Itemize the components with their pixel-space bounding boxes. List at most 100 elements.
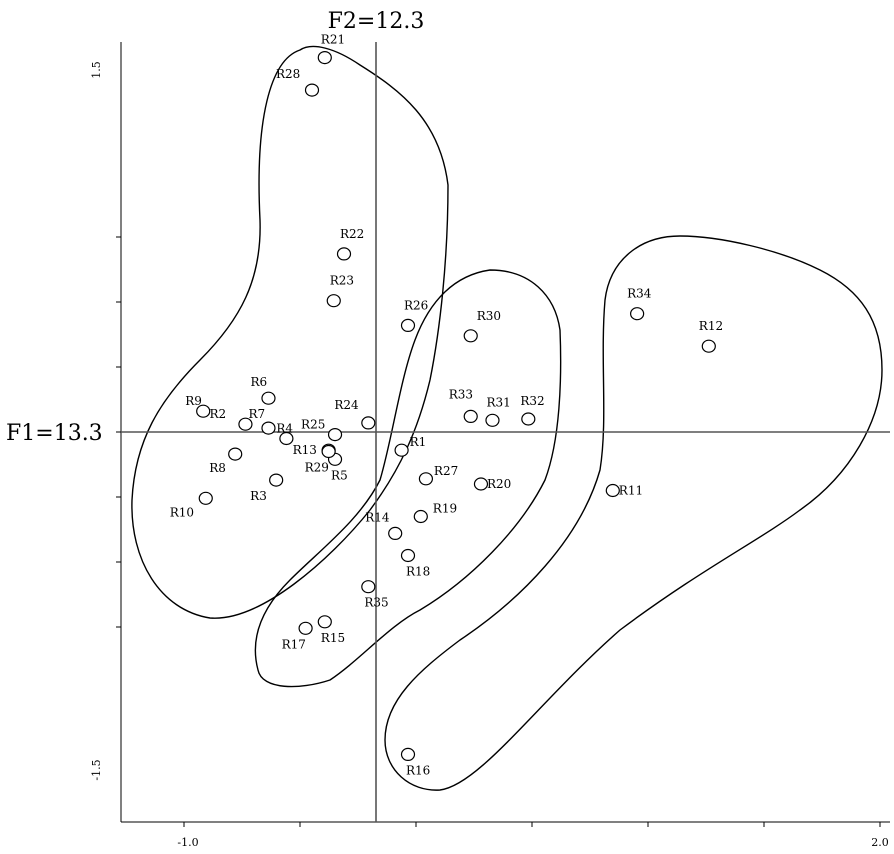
point-marker — [198, 491, 213, 505]
point-label: R29 — [305, 461, 329, 475]
point-marker — [336, 247, 352, 261]
point-marker — [327, 428, 343, 442]
point-label: R25 — [301, 418, 325, 432]
points-layer: R1 R2 R3 R4 R5 R6 R7 R8 R9 R10 R11 R12 R13 R14 R15 R16 R… — [170, 33, 723, 778]
data-point-r14: R14 — [365, 510, 403, 541]
data-point-r28: R28 — [276, 67, 320, 97]
data-point-r4: R4 — [276, 422, 294, 446]
data-point-r24: R24 — [334, 398, 376, 430]
point-label: R30 — [477, 309, 501, 323]
point-label: R3 — [250, 489, 267, 503]
point-marker — [388, 526, 403, 541]
y-tick-label-bottom: -1.5 — [90, 759, 103, 780]
point-label: R10 — [170, 505, 194, 519]
x-axis-ticks — [183, 822, 881, 827]
data-point-r34: R34 — [627, 287, 652, 321]
point-label: R1 — [410, 435, 427, 449]
y-axis-ticks — [116, 236, 121, 628]
data-point-r8: R8 — [209, 447, 243, 475]
x-tick-label-left: -1.0 — [177, 836, 198, 849]
point-marker — [400, 747, 416, 762]
point-marker — [261, 421, 276, 435]
point-marker — [361, 416, 376, 430]
point-label: R17 — [282, 637, 306, 651]
data-point-r11: R11 — [605, 484, 643, 498]
point-label: R9 — [185, 394, 202, 408]
point-label: R31 — [486, 395, 510, 409]
point-label: R26 — [404, 298, 428, 312]
data-point-r33: R33 — [449, 387, 478, 423]
point-marker — [317, 615, 332, 629]
point-marker — [463, 409, 478, 423]
point-label: R32 — [520, 394, 544, 408]
data-point-r23: R23 — [326, 274, 354, 308]
data-point-r30: R30 — [463, 309, 501, 343]
point-marker — [261, 391, 276, 405]
y-axis-title: F1=13.3 — [6, 421, 103, 446]
point-marker — [400, 318, 416, 332]
point-label: R34 — [627, 287, 652, 301]
point-label: R33 — [449, 387, 473, 401]
data-point-r29: R29 — [305, 444, 336, 475]
data-point-r25: R25 — [301, 418, 343, 442]
point-label: R7 — [248, 407, 265, 421]
data-point-r1: R1 — [394, 435, 427, 457]
data-point-r3: R3 — [250, 473, 284, 503]
point-label: R13 — [293, 443, 317, 457]
point-label: R18 — [406, 565, 430, 579]
point-label: R19 — [433, 502, 457, 516]
point-label: R23 — [330, 274, 354, 288]
point-marker — [400, 548, 416, 563]
point-label: R15 — [321, 631, 345, 645]
point-label: R16 — [406, 763, 430, 777]
data-point-r9: R9 — [185, 394, 211, 418]
point-label: R35 — [364, 596, 388, 610]
data-point-r27: R27 — [418, 464, 458, 486]
x-axis-title: F2=12.3 — [328, 9, 425, 34]
data-point-r20: R20 — [473, 477, 511, 491]
data-point-r15: R15 — [317, 615, 345, 645]
data-point-r12: R12 — [699, 319, 723, 353]
point-marker — [298, 621, 313, 635]
data-point-r19: R19 — [413, 502, 457, 524]
point-label: R5 — [331, 468, 348, 482]
point-label: R22 — [340, 227, 364, 241]
point-label: R8 — [209, 461, 226, 475]
point-marker — [317, 50, 332, 65]
point-marker — [630, 307, 645, 321]
point-marker — [473, 477, 489, 491]
point-label: R2 — [209, 407, 226, 421]
data-point-r10: R10 — [170, 491, 213, 519]
point-marker — [279, 431, 294, 446]
data-point-r16: R16 — [400, 747, 430, 777]
data-point-r2: R2 — [209, 407, 253, 431]
point-label: R21 — [321, 33, 345, 47]
data-point-r7: R7 — [248, 407, 276, 435]
data-point-r5: R5 — [327, 452, 348, 482]
point-marker — [228, 447, 243, 461]
data-point-r22: R22 — [336, 227, 364, 261]
point-label: R6 — [250, 375, 267, 389]
data-point-r31: R31 — [485, 395, 511, 427]
point-label: R20 — [487, 477, 511, 491]
point-marker — [701, 339, 716, 353]
point-marker — [196, 404, 211, 418]
data-point-r35: R35 — [361, 580, 389, 610]
data-point-r6: R6 — [250, 375, 276, 405]
data-point-r21: R21 — [317, 33, 345, 65]
point-label: R12 — [699, 319, 723, 333]
point-marker — [361, 580, 376, 594]
data-point-r26: R26 — [400, 298, 428, 332]
point-marker — [413, 509, 428, 524]
point-label: R24 — [334, 398, 359, 412]
cluster-outline-middle — [254, 269, 562, 688]
x-tick-label-right: 2.0 — [871, 836, 889, 849]
data-point-r32: R32 — [520, 394, 545, 426]
point-label: R11 — [619, 484, 643, 498]
point-label: R27 — [434, 464, 458, 478]
y-tick-label-top: 1.5 — [90, 61, 103, 79]
point-marker — [238, 417, 253, 431]
point-marker — [521, 412, 536, 426]
point-label: R14 — [365, 510, 390, 524]
